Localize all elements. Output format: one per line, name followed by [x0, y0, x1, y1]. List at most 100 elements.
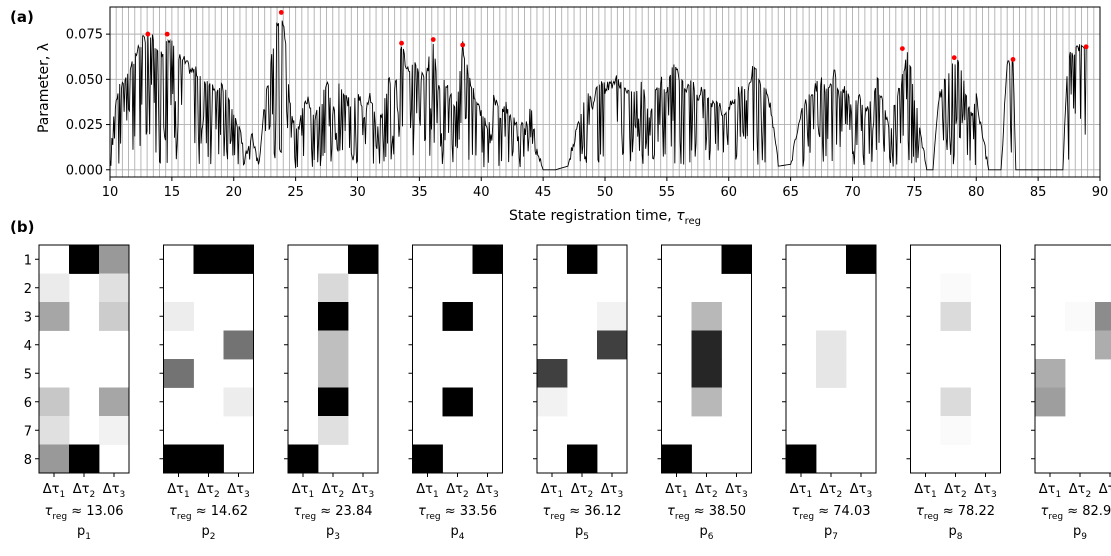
col-label: Δτ2	[197, 482, 219, 500]
col-label: Δτ1	[292, 482, 314, 500]
peak-marker-peak-p5	[430, 37, 436, 42]
heatmap-cell	[940, 273, 971, 303]
heatmap-p1: 1 2 3 4 5 6 7 8 Δτ1 Δτ2 Δτ3 τreg ≈ 13.06 p1	[24, 244, 130, 542]
heatmap-cell	[442, 387, 473, 417]
col-label: Δτ2	[446, 482, 468, 500]
heatmap-cell	[39, 273, 70, 303]
tau-label: τreg ≈ 82.97	[1041, 504, 1111, 522]
grid-lines	[110, 7, 1100, 177]
col-label: Δτ3	[601, 482, 623, 500]
col-label: Δτ3	[227, 482, 249, 500]
tau-label: τreg ≈ 14.62	[169, 504, 248, 522]
tau-label: τreg ≈ 78.22	[916, 504, 995, 522]
heatmap-cell	[691, 302, 722, 331]
x-tick-label: 70	[844, 185, 861, 200]
row-label: 6	[24, 396, 32, 411]
heatmap-frame	[412, 244, 503, 474]
y-tick-label: 0.075	[66, 28, 103, 43]
panel-id-label: p7	[824, 524, 838, 542]
col-label: Δτ3	[850, 482, 872, 500]
heatmap-cell	[691, 387, 722, 417]
x-tick-label: 55	[659, 185, 676, 200]
heatmap-p2: Δτ1 Δτ2 Δτ3 τreg ≈ 14.62 p2	[159, 244, 254, 542]
x-tick-label: 30	[349, 185, 366, 200]
row-label: 8	[24, 453, 32, 468]
heatmap-p4: Δτ1 Δτ2 Δτ3 τreg ≈ 33.56 p4	[408, 244, 503, 542]
heatmap-cell	[567, 444, 598, 474]
heatmap-cell	[163, 444, 194, 474]
heatmap-cell	[567, 245, 598, 274]
heatmap-cell	[597, 302, 628, 331]
heatmap-p8: Δτ1 Δτ2 Δτ3 τreg ≈ 78.22 p8	[906, 244, 1001, 542]
heatmap-cell	[442, 302, 473, 331]
panel-id-label: p1	[77, 524, 91, 542]
row-label: 1	[24, 253, 32, 268]
heatmap-cell	[99, 273, 130, 303]
heatmap-cell	[223, 245, 254, 274]
heatmap-cell	[318, 273, 349, 303]
col-label: Δτ2	[1069, 482, 1091, 500]
col-label: Δτ1	[665, 482, 687, 500]
tau-label: τreg ≈ 36.12	[543, 504, 622, 522]
col-label: Δτ3	[103, 482, 125, 500]
x-tick-label: 20	[225, 185, 242, 200]
tau-label: τreg ≈ 38.50	[667, 504, 746, 522]
heatmap-cell	[99, 302, 130, 331]
col-label: Δτ3	[1099, 482, 1111, 500]
col-label: Δτ1	[541, 482, 563, 500]
x-tick-label: 45	[535, 185, 552, 200]
peak-marker-peak-p7	[899, 46, 905, 51]
x-tick-label: 50	[597, 185, 614, 200]
tau-label: τreg ≈ 23.84	[294, 504, 373, 522]
heatmap-cell	[786, 444, 817, 474]
heatmap-p9: Δτ1 Δτ2 Δτ3 τreg ≈ 82.97 p9	[1031, 244, 1111, 542]
heatmap-cell	[412, 444, 443, 474]
col-label: Δτ2	[571, 482, 593, 500]
heatmap-cell	[940, 302, 971, 331]
peak-marker-peak-p1	[145, 31, 151, 37]
panel-a-label: (a)	[10, 8, 34, 26]
heatmap-cell	[1035, 387, 1066, 417]
peak-marker-peak-p3	[278, 10, 284, 15]
x-tick-label: 25	[287, 185, 304, 200]
row-label: 5	[24, 367, 32, 382]
heatmap-cell	[348, 245, 379, 274]
heatmap-cell	[163, 302, 194, 331]
heatmap-cell	[1035, 359, 1066, 388]
x-tick-label: 65	[782, 185, 799, 200]
heatmap-cell	[99, 416, 130, 445]
panel-id-label: p3	[326, 524, 340, 542]
x-tick-label: 60	[720, 185, 737, 200]
heatmap-cell	[1065, 302, 1096, 331]
panel-b-label: (b)	[10, 218, 34, 236]
x-axis-label-symbol: τ	[676, 208, 685, 224]
panel-id-label: p4	[451, 524, 465, 542]
peak-markers	[145, 10, 1089, 62]
heatmap-cell	[39, 302, 70, 331]
col-label: Δτ2	[322, 482, 344, 500]
tau-label: τreg ≈ 33.56	[418, 504, 497, 522]
x-axis-label-sub: reg	[685, 216, 701, 227]
heatmap-cell	[846, 245, 877, 274]
col-label: Δτ2	[695, 482, 717, 500]
heatmap-cell	[472, 245, 503, 274]
heatmap-cell	[318, 330, 349, 360]
heatmap-p5: Δτ1 Δτ2 Δτ3 τreg ≈ 36.12 p5	[533, 244, 628, 542]
heatmap-panels: 1 2 3 4 5 6 7 8 Δτ1 Δτ2 Δτ3 τreg ≈ 13.06 p1 Δτ1 Δτ2 Δτ3…	[24, 244, 1111, 542]
heatmap-p6: Δτ1 Δτ2 Δτ3 τreg ≈ 38.50 p6	[657, 244, 752, 542]
x-tick-label: 35	[411, 185, 428, 200]
heatmap-cell	[318, 302, 349, 331]
heatmap-cell	[537, 359, 568, 388]
col-label: Δτ3	[974, 482, 996, 500]
heatmap-cell	[816, 330, 847, 360]
peak-marker-peak-p8	[951, 55, 957, 61]
panel-id-label: p9	[1073, 524, 1087, 542]
x-tick-label: 80	[968, 185, 985, 200]
x-tick-label: 10	[102, 185, 119, 200]
heatmap-cell	[223, 387, 254, 417]
row-label: 7	[24, 424, 32, 439]
heatmap-cell	[39, 387, 70, 417]
heatmap-cell	[940, 387, 971, 417]
heatmap-cell	[193, 245, 224, 274]
x-tick-label: 90	[1092, 185, 1109, 200]
